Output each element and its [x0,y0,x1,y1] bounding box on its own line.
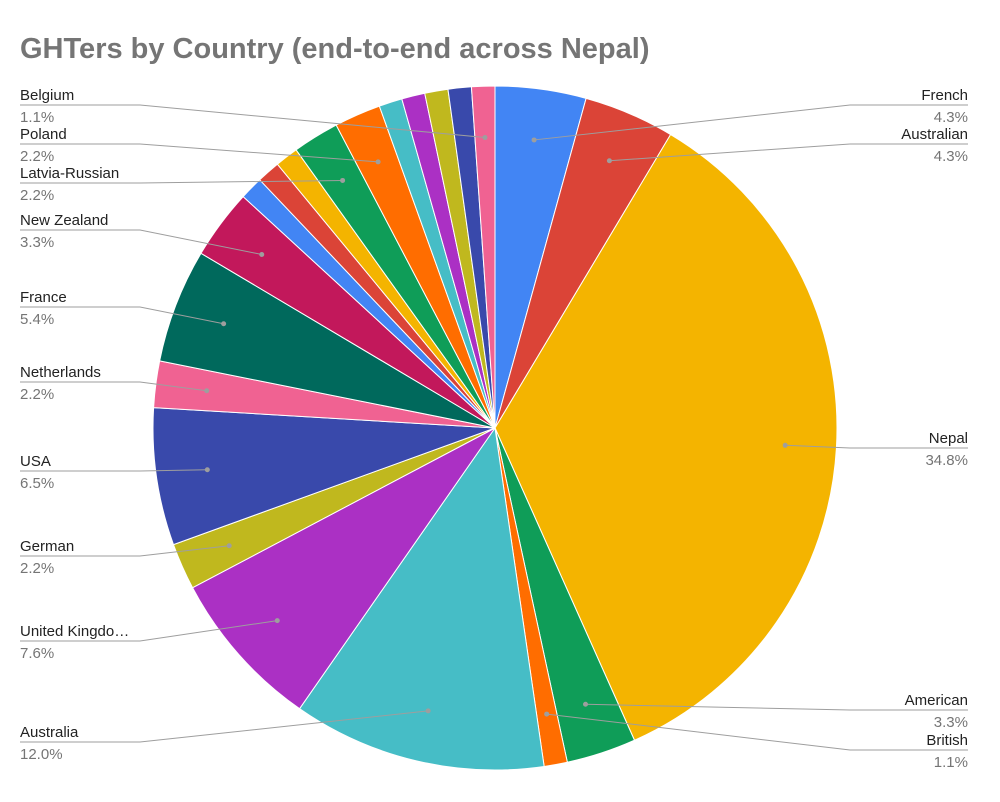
slice-label: Belgium [20,87,74,104]
slice-value: 2.2% [20,148,54,165]
slice-value: 3.3% [20,234,54,251]
slice-value: 6.5% [20,475,54,492]
slice-value: 1.1% [934,754,968,771]
leader-dot [221,321,227,327]
leader-dot [425,708,431,714]
leader-dot [375,159,381,165]
leader-dot [204,467,210,473]
pie-slice [470,85,496,429]
slice-label: Australian [901,126,968,143]
leader-line [20,710,429,743]
leader-line [20,179,343,184]
leader-line [20,229,262,255]
slice-value: 12.0% [20,746,63,763]
leader-line [20,620,278,642]
slice-value: 3.3% [934,714,968,731]
slice-value: 34.8% [925,452,968,469]
slice-value: 2.2% [20,187,54,204]
slice-value: 1.1% [20,109,54,126]
slice-label: Australia [20,724,79,741]
leader-dot [259,251,265,257]
leader-dot [482,134,488,140]
slice-label: New Zealand [20,212,108,229]
slice-label: Netherlands [20,364,101,381]
slice-value: 5.4% [20,311,54,328]
chart-title: GHTers by Country (end-to-end across Nep… [20,33,650,65]
leader-line [20,143,379,163]
leader-dot [226,543,232,549]
pie-slice [494,133,838,741]
slice-label: Latvia-Russian [20,165,119,182]
leader-dot [544,711,550,717]
leader-line [20,104,486,138]
leader-line [20,545,230,557]
leader-line [534,104,968,141]
leader-line [20,469,208,472]
leader-line [785,444,968,449]
leader-line [20,381,207,392]
pie-slice [191,427,496,710]
slice-label: Nepal [929,430,968,447]
leader-dot [531,137,537,143]
leader-line [609,143,968,162]
slice-value: 7.6% [20,645,54,662]
leader-dot [606,158,612,164]
slice-label: France [20,289,67,306]
leader-dot [340,177,346,183]
slice-value: 2.2% [20,560,54,577]
pie-slice [298,426,545,771]
slice-label: United Kingdo… [20,623,129,640]
leader-dot [204,388,210,394]
slice-value: 4.3% [934,109,968,126]
slice-label: German [20,538,74,555]
slice-label: American [905,692,968,709]
leader-dot [583,701,589,707]
pie-slice [152,407,496,546]
slice-value: 4.3% [934,148,968,165]
slice-label: British [926,732,968,749]
leader-dot [782,442,788,448]
slice-label: Poland [20,126,67,143]
leader-line [546,713,968,751]
slice-label: USA [20,453,51,470]
slice-value: 2.2% [20,386,54,403]
leader-dot [274,618,280,624]
leader-line [20,306,224,325]
leader-line [585,703,968,711]
slice-label: French [921,87,968,104]
